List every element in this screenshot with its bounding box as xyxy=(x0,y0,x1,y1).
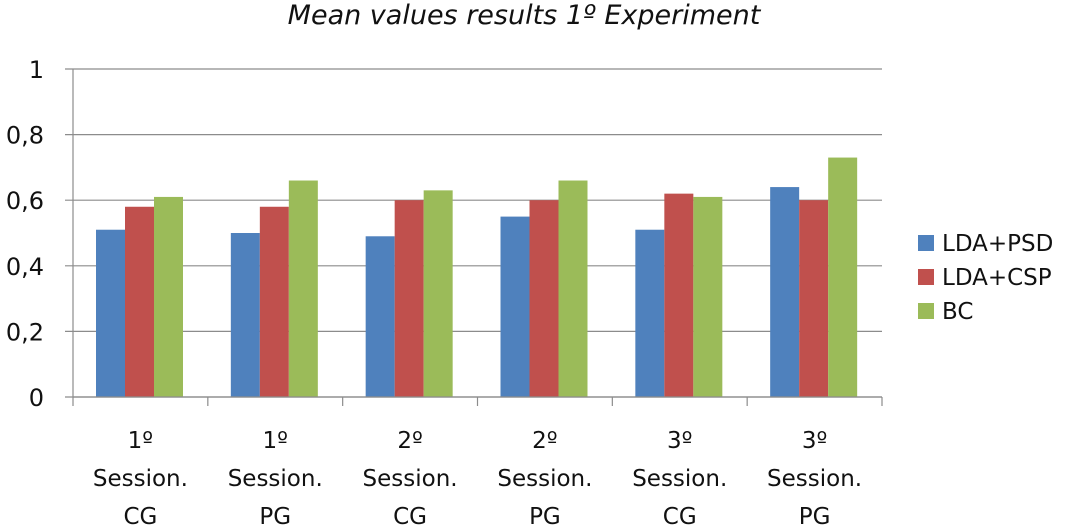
bar-lda-csp xyxy=(394,200,424,397)
y-tick-label: 0,8 xyxy=(6,122,44,150)
legend-label-bc: BC xyxy=(942,299,973,325)
x-tick-label: 3º Session. PG xyxy=(767,428,862,530)
bar-lda-csp xyxy=(799,200,829,397)
x-tick-label: 2º Session. CG xyxy=(363,428,458,530)
legend-label-lda-csp: LDA+CSP xyxy=(942,265,1052,291)
y-tick-label: 0,2 xyxy=(6,318,44,346)
bar-bc xyxy=(828,157,858,397)
y-tick-label: 1 xyxy=(29,56,44,84)
y-tick-label: 0,4 xyxy=(6,253,44,281)
legend-swatch-lda-csp xyxy=(918,269,934,285)
legend-swatch-lda-psd xyxy=(918,235,934,251)
axes xyxy=(72,69,883,406)
bar-bc xyxy=(558,180,588,397)
chart-title: Mean values results 1º Experiment xyxy=(288,0,762,31)
bar-lda-psd xyxy=(635,229,665,397)
bar-lda-psd xyxy=(365,236,395,397)
bar-lda-csp xyxy=(664,193,694,397)
y-axis-ticks: 0 0,2 0,4 0,6 0,8 1 xyxy=(6,56,44,412)
legend: LDA+PSD LDA+CSP BC xyxy=(918,231,1053,325)
bar-lda-psd xyxy=(96,229,125,397)
gridlines xyxy=(65,68,882,398)
x-axis-ticks: 1º Session. CG 1º Session. PG 2º Session. CG 2º Se… xyxy=(93,428,862,530)
bars xyxy=(96,157,858,397)
bar-lda-psd xyxy=(230,233,260,397)
bar-lda-csp xyxy=(259,206,289,397)
bar-bc xyxy=(288,180,318,397)
legend-swatch-bc xyxy=(918,303,934,319)
bar-lda-psd xyxy=(500,216,530,397)
bar-lda-csp xyxy=(529,200,559,397)
bar-bc xyxy=(693,196,723,397)
legend-label-lda-psd: LDA+PSD xyxy=(942,231,1053,257)
x-tick-label: 2º Session. PG xyxy=(497,428,592,530)
x-tick-label: 3º Session. CG xyxy=(632,428,727,530)
bar-lda-csp xyxy=(125,206,154,397)
y-tick-label: 0 xyxy=(29,384,44,412)
y-tick-label: 0,6 xyxy=(6,187,44,215)
x-tick-label: 1º Session. PG xyxy=(228,428,323,530)
bar-bc xyxy=(423,190,453,397)
bar-lda-psd xyxy=(770,187,800,397)
x-tick-label: 1º Session. CG xyxy=(93,428,188,530)
bar-bc xyxy=(154,196,183,397)
